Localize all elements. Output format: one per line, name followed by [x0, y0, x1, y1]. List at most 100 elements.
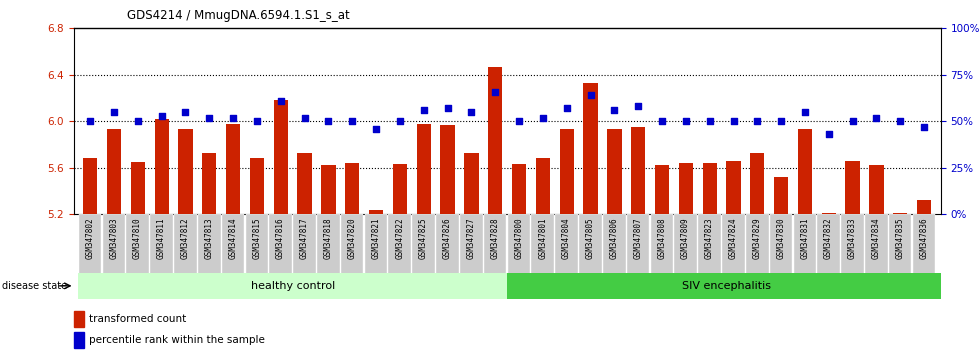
Bar	[603, 214, 625, 274]
Bar	[393, 164, 407, 214]
Text: GSM347821: GSM347821	[371, 217, 380, 259]
Point	[225, 115, 241, 120]
Text: GSM347822: GSM347822	[395, 217, 404, 259]
Text: GSM347836: GSM347836	[919, 217, 928, 259]
Bar	[769, 214, 793, 274]
Text: GSM347832: GSM347832	[824, 217, 833, 259]
Bar	[436, 214, 459, 274]
Bar	[746, 214, 768, 274]
Text: healthy control: healthy control	[251, 281, 335, 291]
Bar	[912, 214, 935, 274]
Bar	[273, 100, 288, 214]
Bar	[821, 213, 836, 214]
Text: GSM347804: GSM347804	[562, 217, 571, 259]
Text: GSM347808: GSM347808	[658, 217, 666, 259]
Text: GSM347817: GSM347817	[300, 217, 309, 259]
Bar	[841, 214, 863, 274]
Bar	[413, 214, 435, 274]
Text: disease state: disease state	[2, 281, 67, 291]
Text: GSM347818: GSM347818	[323, 217, 332, 259]
Bar	[107, 129, 122, 214]
Text: GSM347813: GSM347813	[205, 217, 214, 259]
Bar	[368, 210, 383, 214]
Bar	[460, 214, 482, 274]
Bar	[202, 153, 217, 214]
Bar	[512, 164, 526, 214]
Bar	[846, 161, 859, 214]
Text: GSM347826: GSM347826	[443, 217, 452, 259]
Text: GSM347803: GSM347803	[109, 217, 119, 259]
Point	[512, 118, 527, 124]
Point	[82, 118, 98, 124]
Bar	[750, 153, 764, 214]
Text: GSM347827: GSM347827	[466, 217, 475, 259]
Bar	[174, 214, 197, 274]
Bar	[155, 119, 169, 214]
Bar	[126, 214, 149, 274]
Point	[535, 115, 551, 120]
Bar	[631, 127, 646, 214]
Point	[845, 118, 860, 124]
Bar	[250, 159, 265, 214]
Point	[893, 118, 908, 124]
Point	[249, 118, 265, 124]
Point	[130, 118, 146, 124]
Text: GSM347811: GSM347811	[157, 217, 166, 259]
Text: GSM347833: GSM347833	[848, 217, 857, 259]
Text: GSM347800: GSM347800	[514, 217, 523, 259]
Bar	[817, 214, 840, 274]
Point	[630, 104, 646, 109]
Point	[750, 118, 765, 124]
Bar	[798, 129, 812, 214]
Bar	[608, 129, 621, 214]
Point	[177, 109, 193, 115]
Bar	[103, 214, 125, 274]
Point	[106, 109, 122, 115]
Text: GSM347830: GSM347830	[776, 217, 785, 259]
Bar	[655, 165, 669, 214]
Bar	[150, 214, 172, 274]
Text: GSM347809: GSM347809	[681, 217, 690, 259]
Text: GSM347825: GSM347825	[419, 217, 428, 259]
Point	[868, 115, 884, 120]
Text: GSM347823: GSM347823	[705, 217, 714, 259]
Bar	[416, 124, 431, 214]
Text: GSM347829: GSM347829	[753, 217, 761, 259]
Bar	[579, 214, 602, 274]
Bar	[869, 165, 884, 214]
Bar	[627, 214, 650, 274]
Point	[916, 124, 932, 130]
Bar	[488, 67, 503, 214]
Text: GSM347812: GSM347812	[180, 217, 190, 259]
Point	[392, 118, 408, 124]
Bar	[465, 153, 478, 214]
Bar	[341, 214, 364, 274]
Point	[154, 113, 170, 119]
Bar	[508, 273, 946, 299]
Bar	[317, 214, 340, 274]
Text: GSM347814: GSM347814	[228, 217, 237, 259]
Text: SIV encephalitis: SIV encephalitis	[682, 281, 771, 291]
Bar	[679, 163, 693, 214]
Point	[678, 118, 694, 124]
Text: GSM347834: GSM347834	[872, 217, 881, 259]
Bar	[388, 214, 412, 274]
Bar	[298, 153, 312, 214]
Text: GSM347831: GSM347831	[801, 217, 809, 259]
Text: percentile rank within the sample: percentile rank within the sample	[89, 335, 265, 345]
Bar	[130, 162, 145, 214]
Point	[320, 118, 336, 124]
Bar	[722, 214, 745, 274]
Bar	[270, 214, 292, 274]
Point	[583, 92, 599, 98]
Point	[797, 109, 812, 115]
Point	[487, 89, 503, 95]
Point	[702, 118, 717, 124]
Text: GSM347805: GSM347805	[586, 217, 595, 259]
Bar	[78, 273, 508, 299]
Text: GSM347815: GSM347815	[252, 217, 262, 259]
Bar	[531, 214, 554, 274]
Text: GSM347820: GSM347820	[348, 217, 357, 259]
Point	[821, 131, 837, 137]
Text: GSM347828: GSM347828	[491, 217, 500, 259]
